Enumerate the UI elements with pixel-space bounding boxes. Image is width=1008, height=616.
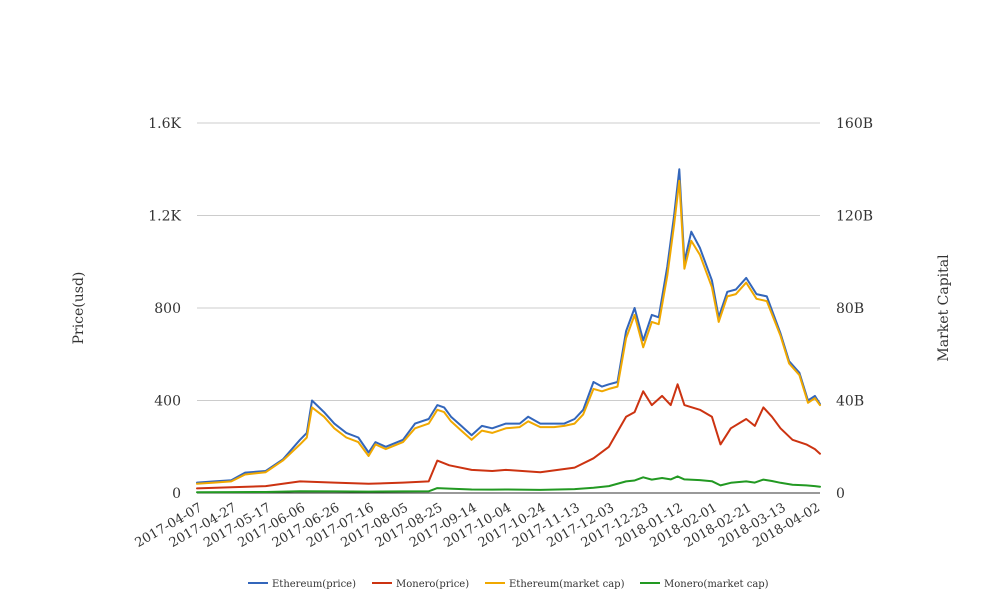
right-y-tick-label: 160B bbox=[836, 116, 873, 132]
legend-label: Monero(price) bbox=[396, 579, 469, 590]
legend-item: Ethereum(price) bbox=[248, 579, 356, 590]
series-line-monero-market-cap bbox=[196, 475, 821, 494]
right-y-tick-label: 80B bbox=[836, 301, 864, 317]
left-y-axis-title: Price(usd) bbox=[71, 272, 87, 345]
left-y-tick-label: 1.6K bbox=[148, 116, 181, 132]
legend-item: Monero(market cap) bbox=[640, 579, 769, 590]
series-line-ethereum-market-cap bbox=[196, 179, 821, 485]
legend-label: Ethereum(market cap) bbox=[509, 579, 625, 590]
right-y-tick-label: 40B bbox=[836, 394, 864, 410]
legend-label: Ethereum(price) bbox=[272, 579, 356, 590]
legend: Ethereum(price) Monero(price) Ethereum(mar… bbox=[248, 579, 769, 590]
right-y-tick-label: 120B bbox=[836, 209, 873, 225]
legend-item: Ethereum(market cap) bbox=[485, 579, 625, 590]
right-y-axis-title: Market Capital bbox=[936, 254, 952, 362]
series-line-monero-price bbox=[196, 383, 821, 490]
left-y-tick-label: 0 bbox=[172, 486, 181, 502]
gridlines bbox=[197, 122, 820, 494]
series-line-ethereum-price bbox=[196, 168, 821, 484]
series-lines bbox=[196, 168, 821, 494]
legend-item: Monero(price) bbox=[372, 579, 469, 590]
right-y-tick-label: 0 bbox=[836, 486, 845, 502]
left-y-tick-label: 1.2K bbox=[148, 209, 181, 225]
left-y-tick-label: 800 bbox=[154, 301, 181, 317]
right-y-axis-ticks: 0 40B 80B 120B 160B bbox=[836, 116, 873, 502]
x-axis-ticks: 2017-04-072017-04-272017-05-172017-06-06… bbox=[133, 500, 823, 550]
legend-label: Monero(market cap) bbox=[664, 579, 769, 590]
left-y-tick-label: 400 bbox=[154, 394, 181, 410]
left-y-axis-ticks: 0 400 800 1.2K 1.6K bbox=[148, 116, 181, 502]
